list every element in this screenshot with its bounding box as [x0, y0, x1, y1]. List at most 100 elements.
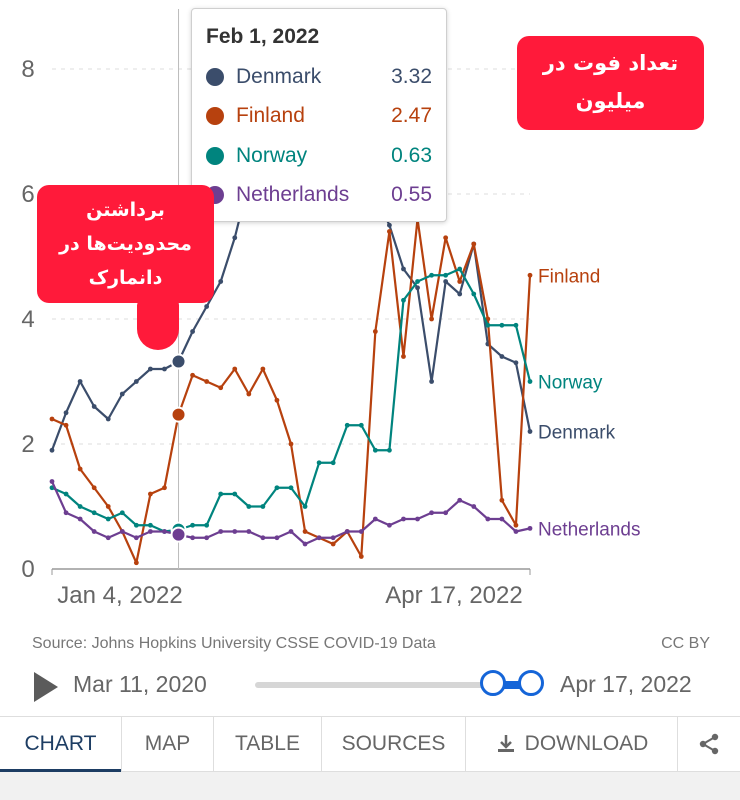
annotation-line: محدودیت‌ها در — [59, 233, 192, 255]
data-point — [162, 366, 167, 372]
data-point — [190, 535, 195, 541]
license-link[interactable]: CC BY — [661, 635, 710, 652]
data-point — [401, 266, 406, 272]
data-point — [91, 510, 97, 516]
tooltip-dot — [206, 146, 224, 165]
annotation-line: برداشتن — [86, 199, 165, 221]
data-point — [105, 416, 111, 422]
data-point — [162, 529, 167, 534]
series-netherlands — [49, 479, 533, 547]
data-point — [190, 522, 195, 528]
data-point — [485, 516, 491, 522]
data-point — [260, 504, 266, 509]
annotation-line: تعداد فوت در — [542, 51, 679, 75]
data-point — [401, 516, 406, 522]
data-point — [302, 504, 308, 509]
data-point — [260, 535, 266, 541]
data-point — [77, 379, 83, 384]
data-point — [246, 529, 252, 534]
data-point — [63, 491, 69, 497]
data-point — [63, 410, 69, 416]
end-label-denmark: Denmark — [538, 423, 616, 444]
data-point — [457, 291, 463, 297]
y-tick-label: 2 — [21, 431, 34, 458]
timeline-track[interactable] — [255, 682, 525, 688]
hover-point — [170, 526, 187, 543]
data-point — [527, 379, 533, 384]
data-point — [415, 279, 420, 284]
x-tick-label: Apr 17, 2022 — [385, 582, 522, 609]
data-point — [232, 366, 238, 372]
data-point — [316, 460, 322, 466]
tooltip-dot — [206, 67, 224, 86]
data-point — [77, 466, 83, 472]
data-point — [471, 504, 477, 509]
timeline-end-handle[interactable] — [518, 670, 544, 696]
data-point — [302, 529, 308, 534]
play-icon[interactable] — [34, 672, 58, 702]
y-tick-label: 4 — [21, 306, 34, 333]
data-point — [358, 422, 364, 428]
data-point — [471, 241, 477, 247]
data-point — [429, 379, 434, 384]
timeline: Mar 11, 2020 Apr 17, 2022 — [0, 665, 740, 709]
data-point — [218, 279, 224, 284]
data-point — [133, 560, 139, 566]
data-point — [190, 372, 195, 378]
tooltip-series-value: 0.55 — [391, 183, 432, 207]
tooltip-date: Feb 1, 2022 — [206, 25, 320, 48]
data-point — [429, 316, 434, 322]
tooltip-series-name: Norway — [236, 143, 308, 167]
data-point — [105, 504, 111, 509]
tab-map[interactable]: MAP — [122, 717, 214, 771]
data-point — [429, 510, 434, 516]
data-point — [513, 522, 519, 528]
data-point — [232, 235, 238, 241]
data-point — [274, 535, 280, 541]
tab-table[interactable]: TABLE — [214, 717, 322, 771]
data-point — [499, 516, 505, 522]
y-axis: 0 2 4 6 8 — [21, 56, 34, 583]
tab-chart[interactable]: CHART — [0, 717, 122, 772]
data-point — [471, 291, 477, 297]
data-point — [443, 272, 449, 278]
timeline-selection — [492, 681, 530, 689]
tooltip-row-norway: Norway 0.63 — [206, 136, 432, 176]
data-point — [133, 535, 139, 541]
timeline-start-handle[interactable] — [480, 670, 506, 696]
data-point — [457, 497, 463, 503]
data-point — [330, 460, 336, 466]
data-point — [485, 322, 491, 328]
bottom-bar — [0, 772, 740, 800]
data-point — [344, 529, 350, 534]
data-point — [372, 447, 378, 453]
annotation-restrictions-lifted: برداشتن محدودیت‌ها در دانمارک — [37, 185, 214, 303]
data-point — [148, 366, 153, 372]
tab-download[interactable]: DOWNLOAD — [466, 717, 678, 771]
tooltip-dot — [206, 107, 224, 126]
data-point — [527, 429, 533, 434]
data-point — [401, 354, 406, 359]
tooltip-row-finland: Finland 2.47 — [206, 97, 432, 137]
data-point — [513, 360, 519, 366]
series-line[interactable] — [51, 267, 532, 533]
tooltip-series-value: 0.63 — [391, 143, 432, 167]
data-point — [513, 322, 519, 328]
hover-point — [170, 353, 187, 370]
data-point — [204, 304, 210, 309]
data-point — [401, 297, 406, 303]
source-text[interactable]: Source: Johns Hopkins University CSSE CO… — [32, 635, 436, 652]
data-point — [415, 285, 420, 291]
tab-sources[interactable]: SOURCES — [322, 717, 466, 771]
tooltip-series-name: Denmark — [236, 64, 322, 88]
data-point — [218, 491, 224, 497]
data-point — [148, 491, 153, 497]
data-point — [204, 379, 210, 384]
data-point — [274, 485, 280, 491]
tab-share[interactable] — [678, 717, 740, 771]
data-point — [330, 541, 336, 547]
tab-bar: CHART MAP TABLE SOURCES DOWNLOAD — [0, 716, 740, 772]
data-point — [77, 504, 83, 509]
data-point — [63, 510, 69, 516]
x-axis: Jan 4, 2022 Apr 17, 2022 — [51, 568, 531, 609]
